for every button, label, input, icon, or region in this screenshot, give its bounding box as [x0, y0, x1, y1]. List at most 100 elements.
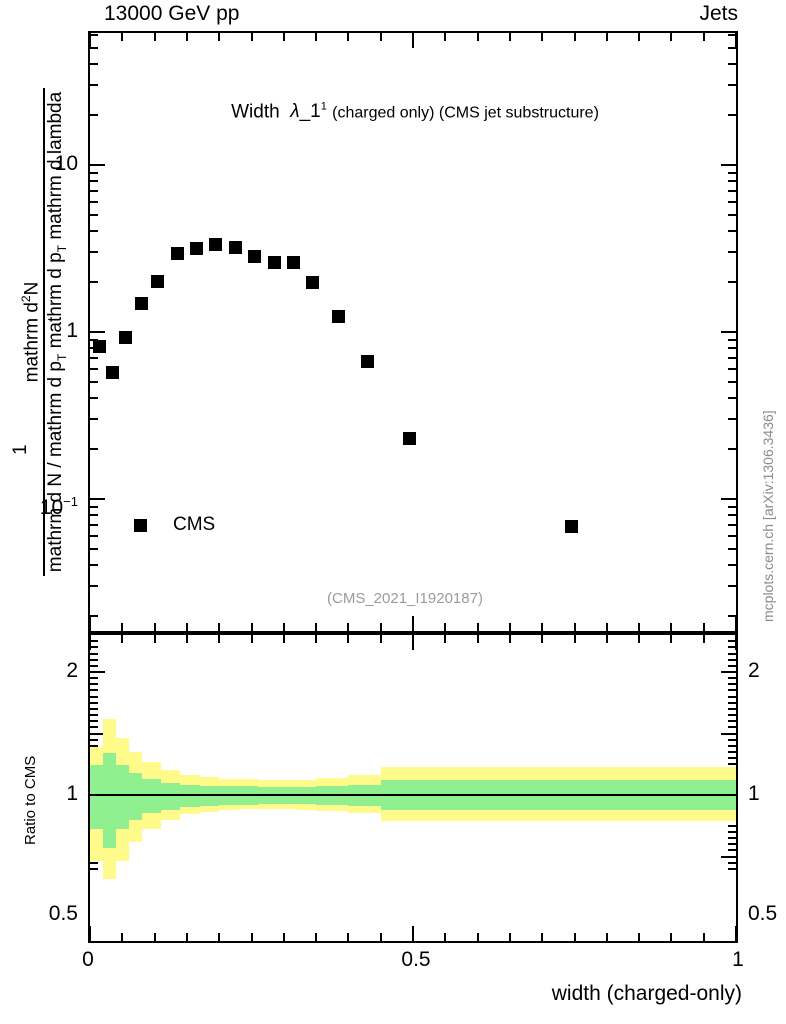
ratio-y-tick-left	[90, 732, 105, 735]
y-tick-major-left	[90, 614, 98, 617]
ratio-x-tick-top	[476, 635, 479, 643]
ratio-x-tick-top	[315, 635, 318, 643]
ratio-y-tick-left	[90, 695, 98, 698]
y-tick-major-left	[90, 447, 98, 450]
y-tick-major-right	[728, 251, 736, 254]
ratio-band-segment	[115, 765, 129, 830]
y-tick-major-left	[90, 347, 98, 350]
ratio-band-segment	[90, 765, 103, 830]
ratio-band-segment	[141, 779, 162, 814]
y-tick-major-right	[728, 230, 736, 233]
ratio-band-segment	[102, 753, 116, 848]
ratio-y-tick-left	[90, 658, 98, 661]
x-tick-top	[638, 33, 641, 41]
xtick-label-0: 0	[82, 948, 94, 971]
ratio-y-tick-right	[728, 757, 736, 760]
ratio-y-tick-left	[90, 646, 98, 649]
x-tick-bottom	[347, 623, 350, 631]
ratio-y-tick-right	[721, 671, 736, 673]
ratio-y-tick-left	[90, 677, 98, 680]
x-tick-bottom	[605, 623, 608, 631]
x-tick-top	[121, 33, 124, 41]
header-beam-label: 13000 GeV pp	[104, 2, 240, 25]
y-tick-major-left	[90, 356, 98, 359]
x-tick-top	[735, 33, 737, 48]
ratio-y-tick-left	[90, 683, 98, 686]
x-tick-bottom	[89, 616, 91, 631]
x-tick-bottom	[702, 623, 705, 631]
y-tick-major-right	[728, 47, 736, 50]
y-tick-major-right	[728, 201, 736, 204]
data-point-marker	[93, 339, 107, 353]
y-tick-major-right	[728, 189, 736, 192]
ratio-y-tick-left	[90, 671, 105, 673]
y-tick-major-left	[90, 523, 98, 526]
y-tick-major-left	[90, 331, 105, 333]
data-point-marker	[267, 255, 281, 269]
y-axis-one-numerator: 1	[10, 444, 31, 455]
y-tick-major-right	[728, 34, 736, 37]
ratio-y-tick-right	[728, 658, 736, 661]
y-tick-major-left	[90, 84, 98, 87]
x-tick-top	[670, 33, 673, 41]
ratio-y-tick-right	[721, 855, 736, 858]
ratio-y-tick-left	[90, 664, 98, 667]
y-tick-major-right	[728, 63, 736, 66]
ratio-y-tick-left	[90, 738, 98, 741]
y-tick-major-right	[728, 447, 736, 450]
ratio-x-tick-bottom	[702, 933, 705, 941]
x-tick-bottom	[412, 616, 414, 631]
x-tick-top	[573, 33, 576, 41]
x-tick-top	[508, 33, 511, 41]
ratio-x-tick-top	[185, 635, 188, 643]
y-axis-denominator: mathrm d N / mathrm d pT mathrm d pT mat…	[44, 91, 69, 573]
data-point-marker	[119, 330, 133, 344]
ratio-y-tick-right	[728, 763, 736, 766]
y-tick-major-right	[728, 171, 736, 174]
ratio-y-tick-left	[90, 701, 98, 704]
ratio-x-tick-bottom	[605, 933, 608, 941]
y-tick-major-right	[728, 84, 736, 87]
ratio-ytick-label-right-1: 1	[748, 782, 760, 805]
y-tick-major-left	[90, 230, 98, 233]
x-tick-bottom	[250, 623, 253, 631]
ratio-y-tick-left	[90, 861, 98, 864]
y-tick-major-right	[728, 347, 736, 350]
ytick-label-10e-1: 10−1	[39, 494, 78, 519]
ratio-x-tick-bottom	[541, 933, 544, 941]
ratio-x-tick-bottom	[638, 933, 641, 941]
ratio-x-tick-bottom	[670, 933, 673, 941]
y-tick-major-left	[90, 280, 98, 283]
y-tick-major-right	[728, 368, 736, 371]
ratio-ytick-label-0-5: 0.5	[48, 902, 78, 925]
ratio-y-tick-right	[728, 720, 736, 723]
data-point-marker	[248, 249, 262, 263]
y-tick-major-right	[728, 564, 736, 567]
ratio-x-tick-top	[218, 635, 221, 643]
y-tick-major-right	[728, 505, 736, 508]
x-tick-bottom	[185, 623, 188, 631]
x-tick-top	[250, 33, 253, 41]
y-axis-title: mathrm d2N mathrm d N / mathrm d pT math…	[19, 32, 69, 632]
y-tick-major-right	[728, 535, 736, 538]
ratio-x-tick-top	[412, 635, 414, 650]
y-tick-major-left	[90, 34, 98, 37]
x-tick-top	[379, 33, 382, 41]
ratio-x-tick-bottom	[218, 933, 221, 941]
ratio-y-tick-right	[728, 714, 736, 717]
ratio-x-tick-bottom	[735, 926, 737, 941]
y-tick-major-left	[90, 498, 105, 500]
y-tick-major-right	[728, 397, 736, 400]
data-point-marker	[306, 276, 320, 290]
y-tick-major-right	[728, 356, 736, 359]
ratio-y-tick-right	[728, 689, 736, 692]
x-tick-top	[412, 33, 414, 48]
ratio-y-tick-right	[728, 701, 736, 704]
ratio-y-tick-right	[721, 732, 736, 735]
y-tick-major-left	[90, 585, 98, 588]
ratio-y-tick-right	[728, 726, 736, 729]
data-point-marker	[361, 354, 375, 368]
x-tick-bottom	[153, 623, 156, 631]
ratio-plot-panel	[88, 633, 738, 943]
